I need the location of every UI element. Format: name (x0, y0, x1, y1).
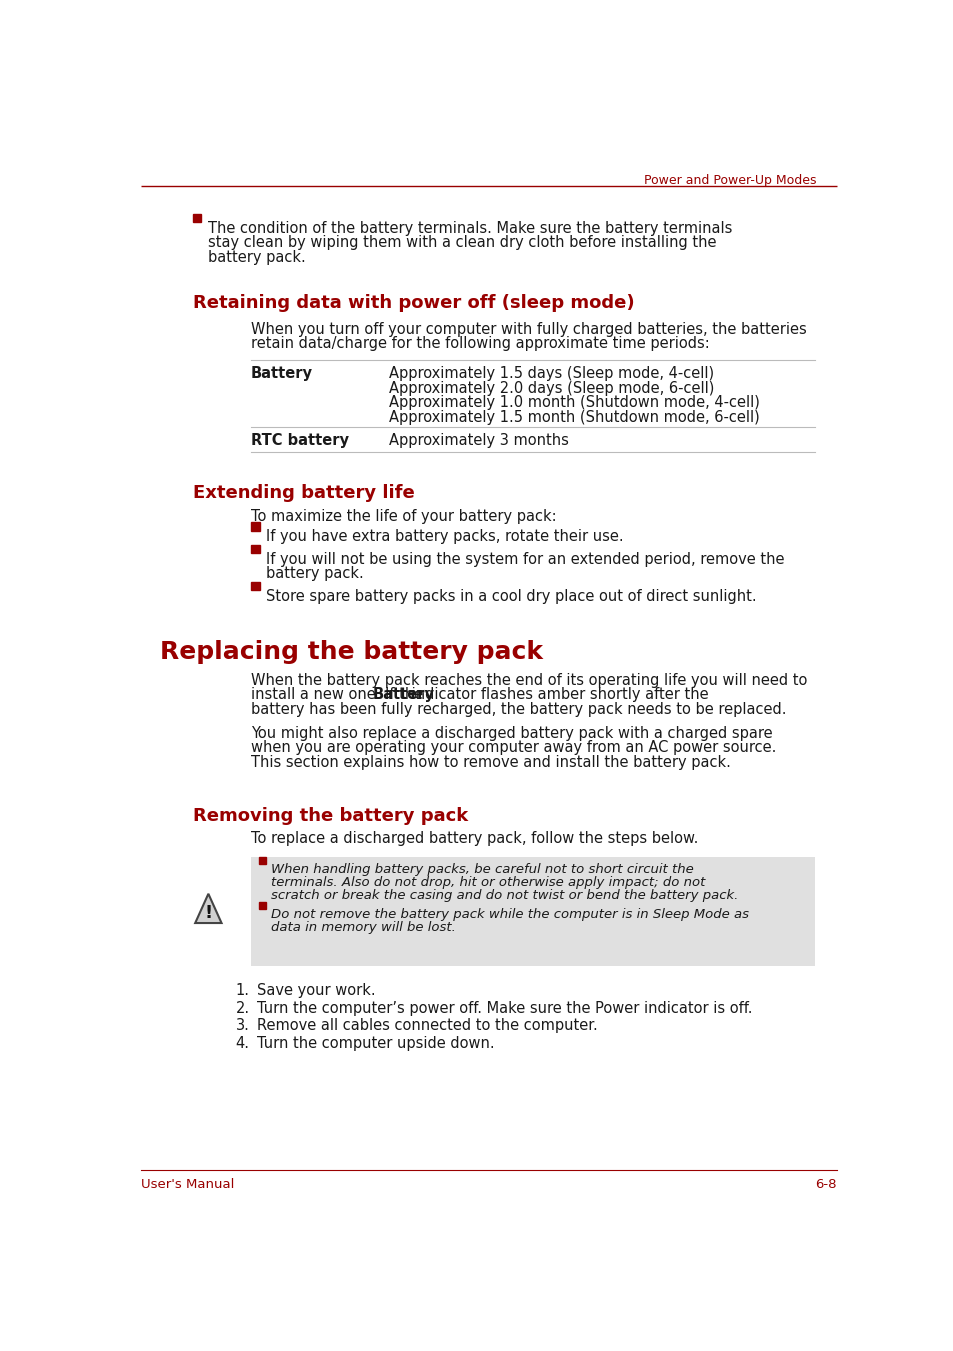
Bar (251, 523, 259, 531)
Text: User's Manual: User's Manual (141, 1178, 234, 1190)
Bar (251, 544, 259, 554)
Text: 6-8: 6-8 (815, 1178, 836, 1190)
Text: Battery: Battery (251, 366, 313, 381)
Text: scratch or break the casing and do not twist or bend the battery pack.: scratch or break the casing and do not t… (271, 889, 738, 902)
Text: data in memory will be lost.: data in memory will be lost. (271, 921, 456, 935)
Text: Power and Power-Up Modes: Power and Power-Up Modes (643, 174, 816, 186)
Bar (258, 857, 266, 863)
Text: Approximately 1.0 month (Shutdown mode, 4-cell): Approximately 1.0 month (Shutdown mode, … (389, 396, 759, 411)
Bar (251, 857, 815, 966)
Text: Removing the battery pack: Removing the battery pack (193, 807, 468, 824)
Text: Battery: Battery (373, 688, 435, 703)
Text: Replacing the battery pack: Replacing the battery pack (160, 640, 543, 665)
Text: The condition of the battery terminals. Make sure the battery terminals: The condition of the battery terminals. … (208, 220, 732, 235)
Text: This section explains how to remove and install the battery pack.: This section explains how to remove and … (251, 755, 730, 770)
Text: To replace a discharged battery pack, follow the steps below.: To replace a discharged battery pack, fo… (251, 831, 698, 846)
Text: Retaining data with power off (sleep mode): Retaining data with power off (sleep mod… (193, 293, 634, 312)
Bar (251, 582, 259, 590)
Text: 4.: 4. (235, 1036, 250, 1051)
Text: Approximately 2.0 days (Sleep mode, 6-cell): Approximately 2.0 days (Sleep mode, 6-ce… (389, 381, 714, 396)
Text: Extending battery life: Extending battery life (193, 484, 415, 503)
Text: Do not remove the battery pack while the computer is in Sleep Mode as: Do not remove the battery pack while the… (271, 908, 748, 921)
Text: battery pack.: battery pack. (208, 250, 306, 265)
Text: 2.: 2. (235, 1001, 250, 1016)
Text: When handling battery packs, be careful not to short circuit the: When handling battery packs, be careful … (271, 863, 693, 875)
Text: Approximately 1.5 month (Shutdown mode, 6-cell): Approximately 1.5 month (Shutdown mode, … (389, 411, 759, 426)
Text: stay clean by wiping them with a clean dry cloth before installing the: stay clean by wiping them with a clean d… (208, 235, 716, 250)
Text: battery has been fully recharged, the battery pack needs to be replaced.: battery has been fully recharged, the ba… (251, 703, 785, 717)
Text: To maximize the life of your battery pack:: To maximize the life of your battery pac… (251, 508, 556, 524)
Text: 1.: 1. (235, 984, 250, 998)
Text: battery pack.: battery pack. (266, 566, 364, 581)
Text: Remove all cables connected to the computer.: Remove all cables connected to the compu… (257, 1019, 598, 1034)
Polygon shape (195, 894, 221, 923)
Text: terminals. Also do not drop, hit or otherwise apply impact; do not: terminals. Also do not drop, hit or othe… (271, 875, 705, 889)
Text: Approximately 3 months: Approximately 3 months (389, 434, 568, 449)
Text: You might also replace a discharged battery pack with a charged spare: You might also replace a discharged batt… (251, 725, 772, 740)
Bar (258, 902, 266, 909)
Text: Turn the computer’s power off. Make sure the Power indicator is off.: Turn the computer’s power off. Make sure… (257, 1001, 752, 1016)
Bar (193, 213, 201, 222)
Text: RTC battery: RTC battery (251, 434, 349, 449)
Text: when you are operating your computer away from an AC power source.: when you are operating your computer awa… (251, 740, 776, 755)
Text: 3.: 3. (235, 1019, 249, 1034)
Text: If you will not be using the system for an extended period, remove the: If you will not be using the system for … (266, 551, 784, 566)
Text: When the battery pack reaches the end of its operating life you will need to: When the battery pack reaches the end of… (251, 673, 806, 688)
Text: Save your work.: Save your work. (257, 984, 375, 998)
Text: !: ! (204, 904, 213, 921)
Text: When you turn off your computer with fully charged batteries, the batteries: When you turn off your computer with ful… (251, 322, 806, 336)
Text: indicator flashes amber shortly after the: indicator flashes amber shortly after th… (407, 688, 708, 703)
Text: Store spare battery packs in a cool dry place out of direct sunlight.: Store spare battery packs in a cool dry … (266, 589, 757, 604)
Text: Approximately 1.5 days (Sleep mode, 4-cell): Approximately 1.5 days (Sleep mode, 4-ce… (389, 366, 714, 381)
Text: Turn the computer upside down.: Turn the computer upside down. (257, 1036, 495, 1051)
Text: install a new one. If the: install a new one. If the (251, 688, 428, 703)
Text: retain data/charge for the following approximate time periods:: retain data/charge for the following app… (251, 336, 709, 351)
Text: If you have extra battery packs, rotate their use.: If you have extra battery packs, rotate … (266, 530, 623, 544)
